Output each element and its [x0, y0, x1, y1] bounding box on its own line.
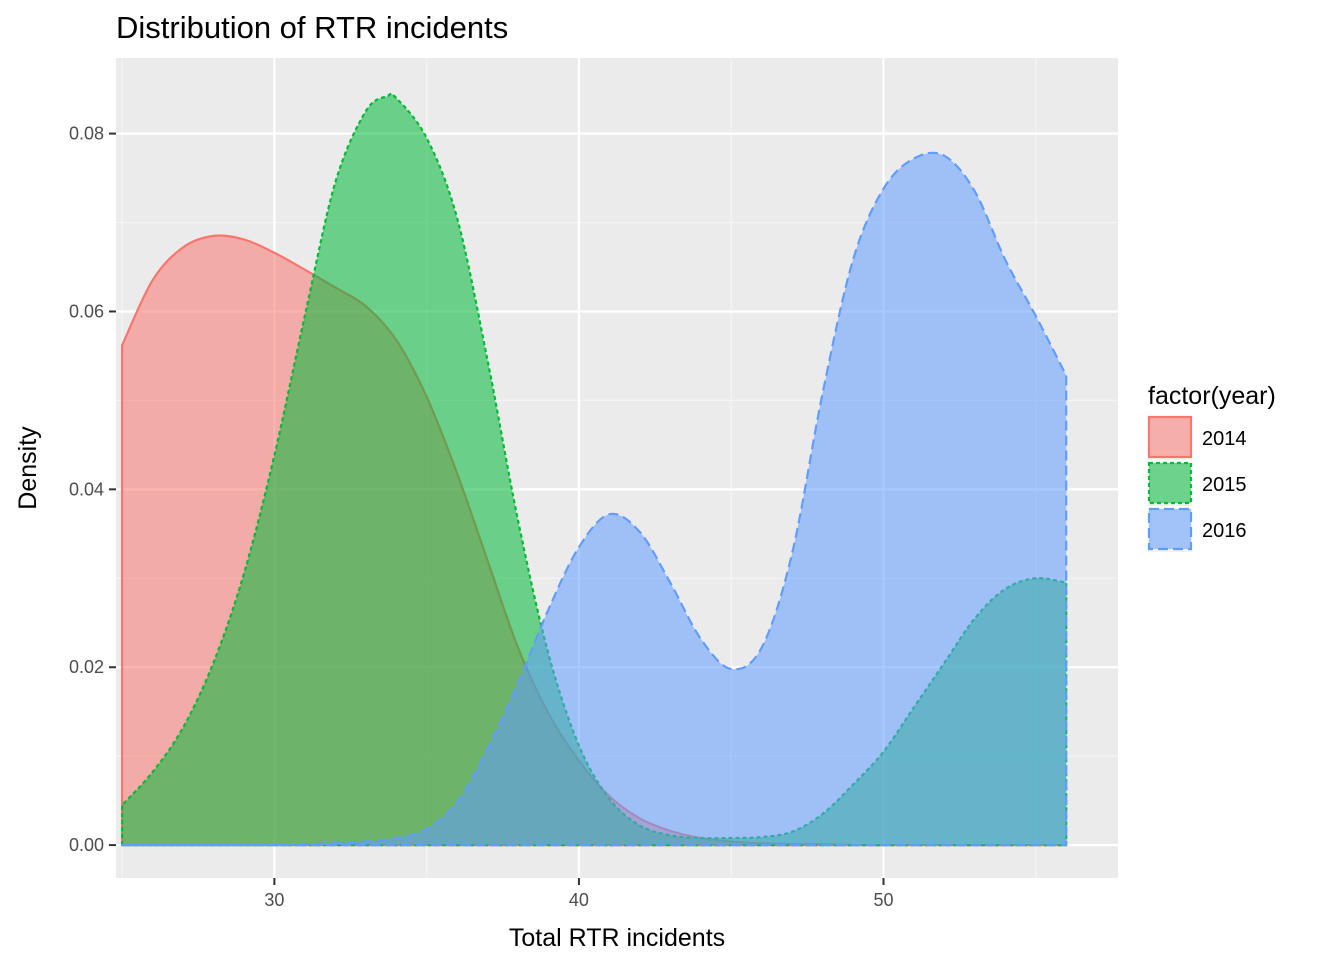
- density-area-2016: [120, 151, 1068, 847]
- legend-label-2014: 2014: [1202, 428, 1247, 450]
- y-tick-label: 0.00: [69, 835, 104, 855]
- x-axis: 30 40 50: [264, 878, 894, 910]
- legend-title: factor(year): [1148, 382, 1276, 410]
- y-tick-label: 0.02: [69, 657, 104, 677]
- x-axis-title: Total RTR incidents: [509, 924, 725, 952]
- legend-key-2014: [1147, 415, 1193, 459]
- y-axis-title: Density: [14, 426, 42, 510]
- density-areas: [120, 92, 1068, 847]
- legend-label-2016: 2016: [1202, 520, 1247, 542]
- legend: factor(year) 2014 2015 2016: [1147, 382, 1276, 552]
- legend-key-2016: [1147, 507, 1193, 551]
- y-axis: 0.00 0.02 0.04 0.06 0.08: [69, 124, 116, 855]
- y-tick-label: 0.04: [69, 479, 104, 499]
- x-tick-label: 50: [873, 890, 893, 910]
- legend-label-2015: 2015: [1202, 474, 1247, 496]
- legend-key-2015: [1147, 461, 1193, 505]
- x-tick-label: 40: [569, 890, 589, 910]
- y-tick-label: 0.08: [69, 124, 104, 144]
- x-tick-label: 30: [264, 890, 284, 910]
- chart-title: Distribution of RTR incidents: [116, 10, 508, 45]
- y-tick-label: 0.06: [69, 301, 104, 321]
